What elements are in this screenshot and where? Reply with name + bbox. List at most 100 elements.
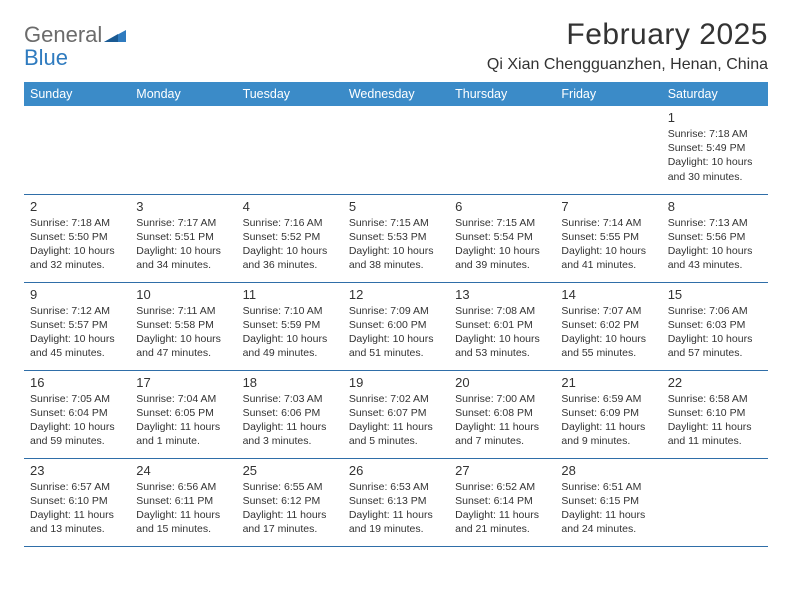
sunrise-line: Sunrise: 7:07 AM — [561, 304, 655, 318]
sunset-line: Sunset: 5:55 PM — [561, 230, 655, 244]
daylight-line: Daylight: 11 hours and 21 minutes. — [455, 508, 549, 536]
sunset-line: Sunset: 6:05 PM — [136, 406, 230, 420]
daylight-line: Daylight: 10 hours and 41 minutes. — [561, 244, 655, 272]
week-row: 1Sunrise: 7:18 AMSunset: 5:49 PMDaylight… — [24, 106, 768, 194]
sunrise-line: Sunrise: 7:10 AM — [243, 304, 337, 318]
day-number: 14 — [561, 287, 655, 302]
day-number: 4 — [243, 199, 337, 214]
day-info: Sunrise: 6:52 AMSunset: 6:14 PMDaylight:… — [455, 480, 549, 537]
sunrise-line: Sunrise: 7:00 AM — [455, 392, 549, 406]
day-info: Sunrise: 7:13 AMSunset: 5:56 PMDaylight:… — [668, 216, 762, 273]
day-number: 6 — [455, 199, 549, 214]
day-cell: 3 Sunrise: 7:17 AMSunset: 5:51 PMDaylight… — [130, 194, 236, 282]
day-cell: 23 Sunrise: 6:57 AMSunset: 6:10 PMDayligh… — [24, 458, 130, 546]
sunset-line: Sunset: 5:54 PM — [455, 230, 549, 244]
daylight-line: Daylight: 11 hours and 5 minutes. — [349, 420, 443, 448]
day-cell: 17 Sunrise: 7:04 AMSunset: 6:05 PMDayligh… — [130, 370, 236, 458]
day-cell: 8Sunrise: 7:13 AMSunset: 5:56 PMDaylight… — [662, 194, 768, 282]
calendar-page: General Blue February 2025 Qi Xian Cheng… — [0, 0, 792, 557]
day-cell: 21Sunrise: 6:59 AMSunset: 6:09 PMDayligh… — [555, 370, 661, 458]
day-cell: 24Sunrise: 6:56 AMSunset: 6:11 PMDayligh… — [130, 458, 236, 546]
header: General Blue February 2025 Qi Xian Cheng… — [24, 18, 768, 74]
day-cell — [449, 106, 555, 194]
day-number: 2 — [30, 199, 124, 214]
day-cell: 5Sunrise: 7:15 AMSunset: 5:53 PMDaylight… — [343, 194, 449, 282]
brand-word-1: General — [24, 22, 102, 47]
sunrise-line: Sunrise: 7:18 AM — [30, 216, 124, 230]
daylight-line: Daylight: 11 hours and 11 minutes. — [668, 420, 762, 448]
day-cell: 4Sunrise: 7:16 AMSunset: 5:52 PMDaylight… — [237, 194, 343, 282]
week-row: 9Sunrise: 7:12 AMSunset: 5:57 PMDaylight… — [24, 282, 768, 370]
day-cell: 22 Sunrise: 6:58 AMSunset: 6:10 PMDayligh… — [662, 370, 768, 458]
sunrise-line: Sunrise: 7:09 AM — [349, 304, 443, 318]
day-cell: 1Sunrise: 7:18 AMSunset: 5:49 PMDaylight… — [662, 106, 768, 194]
daylight-line: Daylight: 11 hours and 17 minutes. — [243, 508, 337, 536]
day-info: Sunrise: 7:12 AMSunset: 5:57 PMDaylight:… — [30, 304, 124, 361]
sunset-line: Sunset: 6:11 PM — [136, 494, 230, 508]
day-info: Sunrise: 7:18 AMSunset: 5:49 PMDaylight:… — [668, 127, 762, 184]
brand-triangle-icon — [104, 26, 126, 47]
day-info: Sunrise: 6:59 AMSunset: 6:09 PMDaylight:… — [561, 392, 655, 449]
sunrise-line: Sunrise: 6:58 AM — [668, 392, 762, 406]
day-number: 3 — [136, 199, 230, 214]
day-number: 22 — [668, 375, 762, 390]
daylight-line: Daylight: 11 hours and 15 minutes. — [136, 508, 230, 536]
sunrise-line: Sunrise: 6:57 AM — [30, 480, 124, 494]
day-number: 16 — [30, 375, 124, 390]
daylight-line: Daylight: 10 hours and 47 minutes. — [136, 332, 230, 360]
week-row: 2 Sunrise: 7:18 AMSunset: 5:50 PMDaylight… — [24, 194, 768, 282]
sunset-line: Sunset: 6:06 PM — [243, 406, 337, 420]
sunrise-line: Sunrise: 7:11 AM — [136, 304, 230, 318]
sunrise-line: Sunrise: 6:52 AM — [455, 480, 549, 494]
day-cell — [130, 106, 236, 194]
sunset-line: Sunset: 5:51 PM — [136, 230, 230, 244]
day-info: Sunrise: 7:17 AMSunset: 5:51 PMDaylight:… — [136, 216, 230, 273]
col-sunday: Sunday — [24, 82, 130, 106]
sunrise-line: Sunrise: 6:55 AM — [243, 480, 337, 494]
col-thursday: Thursday — [449, 82, 555, 106]
sunrise-line: Sunrise: 7:17 AM — [136, 216, 230, 230]
day-info: Sunrise: 7:10 AMSunset: 5:59 PMDaylight:… — [243, 304, 337, 361]
day-info: Sunrise: 7:15 AMSunset: 5:54 PMDaylight:… — [455, 216, 549, 273]
sunrise-line: Sunrise: 7:06 AM — [668, 304, 762, 318]
day-number: 17 — [136, 375, 230, 390]
day-info: Sunrise: 7:09 AMSunset: 6:00 PMDaylight:… — [349, 304, 443, 361]
day-info: Sunrise: 7:04 AMSunset: 6:05 PMDaylight:… — [136, 392, 230, 449]
daylight-line: Daylight: 11 hours and 3 minutes. — [243, 420, 337, 448]
day-number: 23 — [30, 463, 124, 478]
day-info: Sunrise: 7:18 AMSunset: 5:50 PMDaylight:… — [30, 216, 124, 273]
sunset-line: Sunset: 6:00 PM — [349, 318, 443, 332]
sunset-line: Sunset: 6:02 PM — [561, 318, 655, 332]
sunset-line: Sunset: 6:09 PM — [561, 406, 655, 420]
day-cell: 6 Sunrise: 7:15 AMSunset: 5:54 PMDaylight… — [449, 194, 555, 282]
week-row: 16 Sunrise: 7:05 AMSunset: 6:04 PMDayligh… — [24, 370, 768, 458]
sunset-line: Sunset: 5:52 PM — [243, 230, 337, 244]
month-title: February 2025 — [487, 18, 768, 52]
day-info: Sunrise: 6:53 AMSunset: 6:13 PMDaylight:… — [349, 480, 443, 537]
day-number: 26 — [349, 463, 443, 478]
day-cell — [662, 458, 768, 546]
sunrise-line: Sunrise: 7:08 AM — [455, 304, 549, 318]
daylight-line: Daylight: 11 hours and 1 minute. — [136, 420, 230, 448]
sunset-line: Sunset: 6:13 PM — [349, 494, 443, 508]
day-number: 27 — [455, 463, 549, 478]
sunset-line: Sunset: 5:59 PM — [243, 318, 337, 332]
day-cell: 19Sunrise: 7:02 AMSunset: 6:07 PMDayligh… — [343, 370, 449, 458]
sunrise-line: Sunrise: 6:56 AM — [136, 480, 230, 494]
day-cell: 2 Sunrise: 7:18 AMSunset: 5:50 PMDaylight… — [24, 194, 130, 282]
daylight-line: Daylight: 11 hours and 13 minutes. — [30, 508, 124, 536]
day-cell — [237, 106, 343, 194]
day-info: Sunrise: 7:08 AMSunset: 6:01 PMDaylight:… — [455, 304, 549, 361]
location-subtitle: Qi Xian Chengguanzhen, Henan, China — [487, 56, 768, 74]
day-cell: 25Sunrise: 6:55 AMSunset: 6:12 PMDayligh… — [237, 458, 343, 546]
day-info: Sunrise: 6:58 AMSunset: 6:10 PMDaylight:… — [668, 392, 762, 449]
sunset-line: Sunset: 5:57 PM — [30, 318, 124, 332]
day-cell: 18Sunrise: 7:03 AMSunset: 6:06 PMDayligh… — [237, 370, 343, 458]
sunset-line: Sunset: 6:10 PM — [30, 494, 124, 508]
sunset-line: Sunset: 6:01 PM — [455, 318, 549, 332]
day-info: Sunrise: 7:05 AMSunset: 6:04 PMDaylight:… — [30, 392, 124, 449]
title-block: February 2025 Qi Xian Chengguanzhen, Hen… — [487, 18, 768, 74]
day-cell: 28Sunrise: 6:51 AMSunset: 6:15 PMDayligh… — [555, 458, 661, 546]
day-number: 12 — [349, 287, 443, 302]
daylight-line: Daylight: 11 hours and 19 minutes. — [349, 508, 443, 536]
